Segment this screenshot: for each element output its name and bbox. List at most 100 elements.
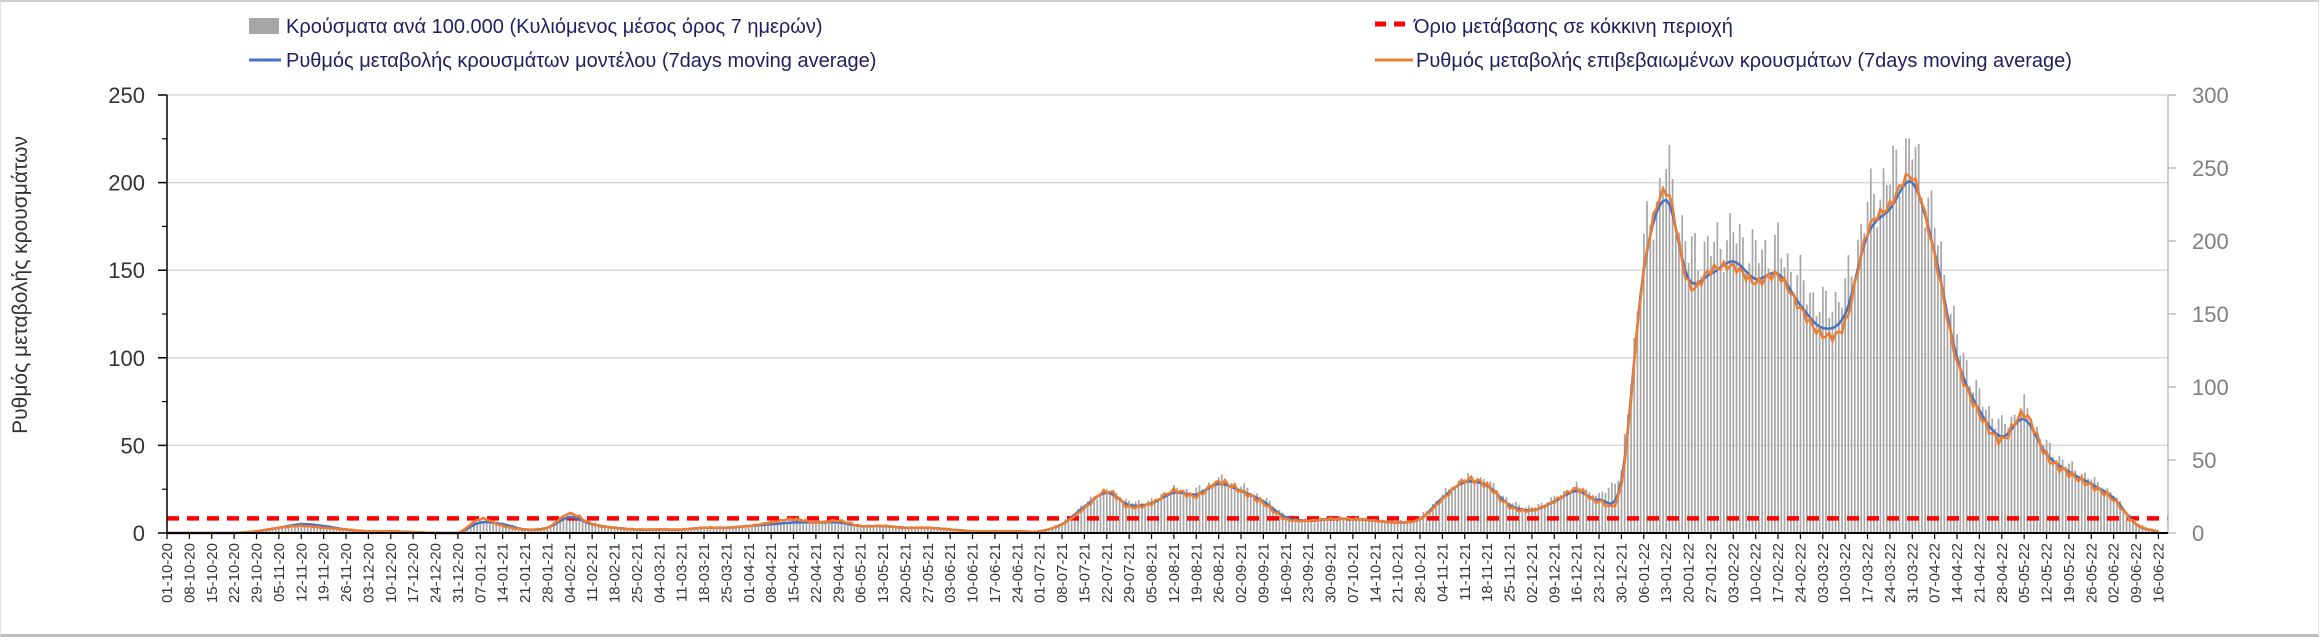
bar (1937, 244, 1939, 533)
bar (1463, 478, 1466, 533)
x-tick-label: 29-04-21 (830, 543, 847, 603)
bar (1089, 496, 1092, 533)
bar (1428, 509, 1431, 533)
x-tick-label: 20-05-21 (897, 543, 914, 603)
bar (1099, 494, 1102, 533)
bar (792, 520, 795, 533)
bar (1195, 487, 1198, 533)
bar (901, 526, 904, 533)
bar (1083, 504, 1086, 533)
x-tick-label: 15-07-21 (1076, 543, 1093, 603)
bar (2048, 442, 2051, 533)
bar (1444, 488, 1447, 533)
bar (914, 526, 916, 533)
bar (741, 526, 744, 533)
x-tick-label: 10-02-22 (1748, 543, 1765, 603)
bar (591, 522, 594, 533)
bar (738, 526, 741, 533)
left-tick-label: 150 (108, 258, 145, 283)
bar (1895, 149, 1898, 534)
left-tick-label: 50 (121, 433, 145, 458)
bar (1831, 311, 1834, 533)
bar (1604, 492, 1607, 533)
bar (1809, 292, 1811, 533)
bar (1917, 143, 1920, 533)
bar (326, 525, 328, 533)
x-tick-label: 17-03-22 (1860, 543, 1877, 603)
bar (1489, 481, 1492, 533)
bar (1355, 517, 1357, 533)
bar (1201, 489, 1204, 533)
bar (1598, 492, 1600, 533)
bar (1320, 519, 1322, 533)
bar (1080, 505, 1083, 533)
bar (1553, 495, 1556, 533)
bar (549, 525, 552, 533)
bar (1358, 518, 1361, 533)
bar (2052, 456, 2054, 533)
bar (1377, 519, 1380, 533)
bar (329, 526, 331, 533)
right-tick-label: 250 (2192, 156, 2229, 181)
bar (1786, 253, 1789, 533)
bar (1559, 494, 1562, 533)
bar (473, 525, 475, 533)
bar (1642, 233, 1645, 534)
bar (1770, 274, 1773, 533)
bar (853, 524, 856, 533)
x-tick-label: 25-11-21 (1502, 543, 1519, 602)
bar (712, 526, 715, 533)
bar (335, 527, 338, 533)
x-tick-label: 27-01-22 (1703, 543, 1720, 603)
bar (1524, 507, 1527, 533)
bar (1850, 276, 1853, 533)
bar (1454, 486, 1457, 533)
bar (1674, 234, 1677, 534)
bar (517, 527, 520, 533)
x-tick-label: 14-04-22 (1949, 543, 1966, 603)
bar (294, 524, 296, 533)
bar (546, 526, 549, 533)
bar (1189, 493, 1191, 533)
bar (811, 522, 814, 533)
bar (882, 525, 884, 533)
bar (1658, 178, 1661, 533)
bar (1253, 494, 1255, 533)
bar (1908, 138, 1910, 533)
x-tick-label: 01-04-21 (741, 543, 758, 603)
bar (1505, 497, 1508, 533)
bar (946, 528, 948, 533)
bar (1476, 482, 1479, 533)
bar (1243, 483, 1246, 533)
axes: 0 50 100 150 200 250 0 50 100 150 200 250 300 01-10-2… (108, 83, 2228, 603)
bar (498, 522, 501, 533)
bar (847, 523, 849, 533)
bar (763, 524, 766, 533)
bar (910, 526, 913, 533)
x-tick-label: 19-11-20 (316, 543, 333, 602)
bar (1639, 292, 1642, 533)
bar (1460, 481, 1463, 533)
bar (306, 523, 309, 533)
bar (1617, 480, 1620, 533)
bar (866, 524, 868, 533)
bar (1911, 159, 1914, 533)
x-tick-label: 10-06-21 (965, 543, 982, 603)
bar (268, 529, 271, 533)
x-tick-label: 24-06-21 (1009, 543, 1026, 603)
bar (1879, 199, 1882, 534)
x-tick-label: 07-04-22 (1927, 543, 1944, 603)
bar (1953, 305, 1955, 533)
bar (1869, 168, 1872, 533)
x-tick-label: 16-09-21 (1278, 543, 1295, 603)
x-tick-label: 08-07-21 (1054, 543, 1071, 603)
bar (492, 522, 494, 533)
x-tick-label: 23-12-21 (1591, 543, 1608, 603)
bar (1943, 275, 1946, 533)
bar (706, 527, 709, 533)
x-tick-label: 09-06-22 (2128, 543, 2145, 603)
bar (565, 518, 568, 533)
bar (751, 525, 753, 533)
bar (1933, 227, 1936, 533)
bar (1860, 224, 1863, 533)
